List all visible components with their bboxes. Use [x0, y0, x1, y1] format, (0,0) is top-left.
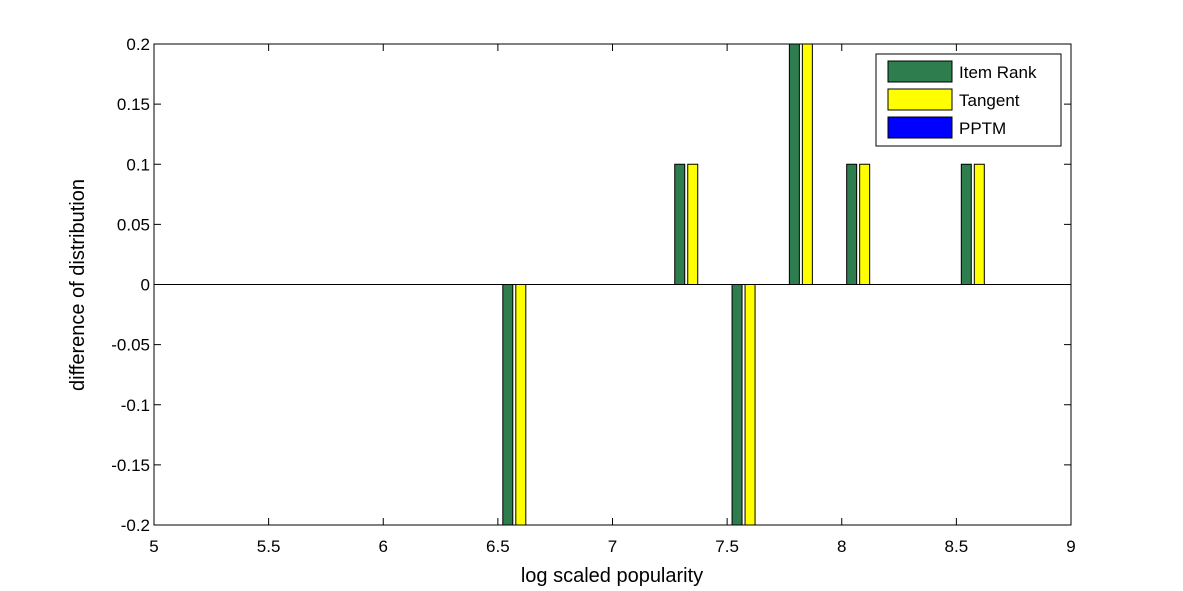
- legend-swatch: [887, 60, 953, 83]
- bar: [687, 163, 699, 285]
- y-tick-label: 0: [141, 276, 150, 295]
- y-tick-label: -0.15: [111, 456, 150, 475]
- x-axis-label: log scaled popularity: [521, 565, 703, 587]
- y-tick-label: -0.05: [111, 336, 150, 355]
- bar: [960, 163, 972, 285]
- legend-swatch: [887, 88, 953, 111]
- x-tick-label: 8: [837, 537, 846, 556]
- legend-swatch: [887, 116, 953, 139]
- y-tick-label: -0.2: [121, 516, 150, 535]
- legend-label: Tangent: [959, 91, 1020, 110]
- bar: [801, 43, 813, 285]
- x-tick-label: 5: [149, 537, 158, 556]
- bar: [674, 163, 686, 285]
- x-tick-label: 5.5: [257, 537, 281, 556]
- legend-label: Item Rank: [959, 63, 1037, 82]
- legend: Item Rank Tangent PPTM: [875, 53, 1062, 147]
- x-axis: 5 5.5 6 6.5 7 7.5 8 8.5 9: [149, 44, 1076, 556]
- y-tick-label: -0.1: [121, 396, 150, 415]
- x-tick-label: 8.5: [945, 537, 969, 556]
- x-tick-label: 9: [1066, 537, 1075, 556]
- legend-label: PPTM: [959, 119, 1006, 138]
- bar: [859, 163, 871, 285]
- y-tick-label: 0.05: [117, 215, 150, 234]
- y-axis-label: difference of distribution: [67, 179, 89, 391]
- bar: [502, 284, 514, 526]
- x-tick-label: 6: [379, 537, 388, 556]
- x-tick-label: 7.5: [715, 537, 739, 556]
- x-tick-label: 6.5: [486, 537, 510, 556]
- bar: [846, 163, 858, 285]
- bar: [788, 43, 800, 285]
- bar: [515, 284, 527, 526]
- y-tick-label: 0.15: [117, 95, 150, 114]
- bar: [973, 163, 985, 285]
- x-tick-label: 7: [608, 537, 617, 556]
- y-tick-label: 0.2: [126, 35, 150, 54]
- y-tick-label: 0.1: [126, 155, 150, 174]
- bar: [744, 284, 756, 526]
- bar: [731, 284, 743, 526]
- y-axis: -0.2 -0.15 -0.1 -0.05 0 0.05 0.1 0.15 0.2: [111, 35, 1071, 535]
